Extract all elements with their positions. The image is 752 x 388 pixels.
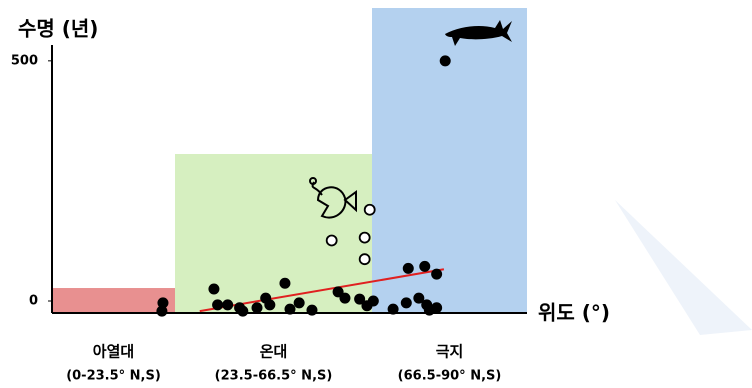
- data-point: [432, 269, 442, 279]
- data-point: [388, 304, 398, 314]
- data-point: [209, 284, 219, 294]
- y-axis-label: 수명 (년): [18, 17, 98, 41]
- data-point: [327, 235, 337, 245]
- background-shape: [615, 200, 752, 335]
- data-point: [365, 205, 375, 215]
- x-axis-label: 위도 (°): [538, 301, 610, 325]
- data-point: [360, 254, 370, 264]
- data-point: [213, 300, 223, 310]
- data-point: [440, 56, 450, 66]
- zone-label: 극지: [436, 343, 464, 361]
- data-point: [368, 296, 378, 306]
- data-point: [238, 306, 248, 316]
- chart: 수명 (년) 위도 (°) 아열대 (0-23.5° N,S) 온대 (23.5-66…: [0, 0, 752, 388]
- zone-band: [372, 8, 527, 313]
- data-point: [432, 303, 442, 313]
- zone-range: (66.5-90° N,S): [398, 369, 502, 384]
- zone-label: 아열대: [93, 343, 134, 361]
- y-tick-label: 500: [11, 53, 38, 68]
- zone-band: [52, 288, 175, 313]
- data-point: [285, 304, 295, 314]
- data-point: [360, 233, 370, 243]
- data-point: [294, 298, 304, 308]
- data-point: [265, 300, 275, 310]
- data-point: [307, 305, 317, 315]
- data-point: [340, 293, 350, 303]
- data-point: [252, 303, 262, 313]
- data-point: [401, 298, 411, 308]
- y-tick-label: 0: [29, 293, 38, 308]
- zone-range: (0-23.5° N,S): [66, 369, 161, 384]
- data-point: [420, 261, 430, 271]
- data-point: [223, 300, 233, 310]
- zone-label: 온대: [260, 343, 288, 361]
- data-point: [403, 263, 413, 273]
- zone-range: (23.5-66.5° N,S): [215, 369, 333, 384]
- data-point: [280, 278, 290, 288]
- data-point: [157, 306, 167, 316]
